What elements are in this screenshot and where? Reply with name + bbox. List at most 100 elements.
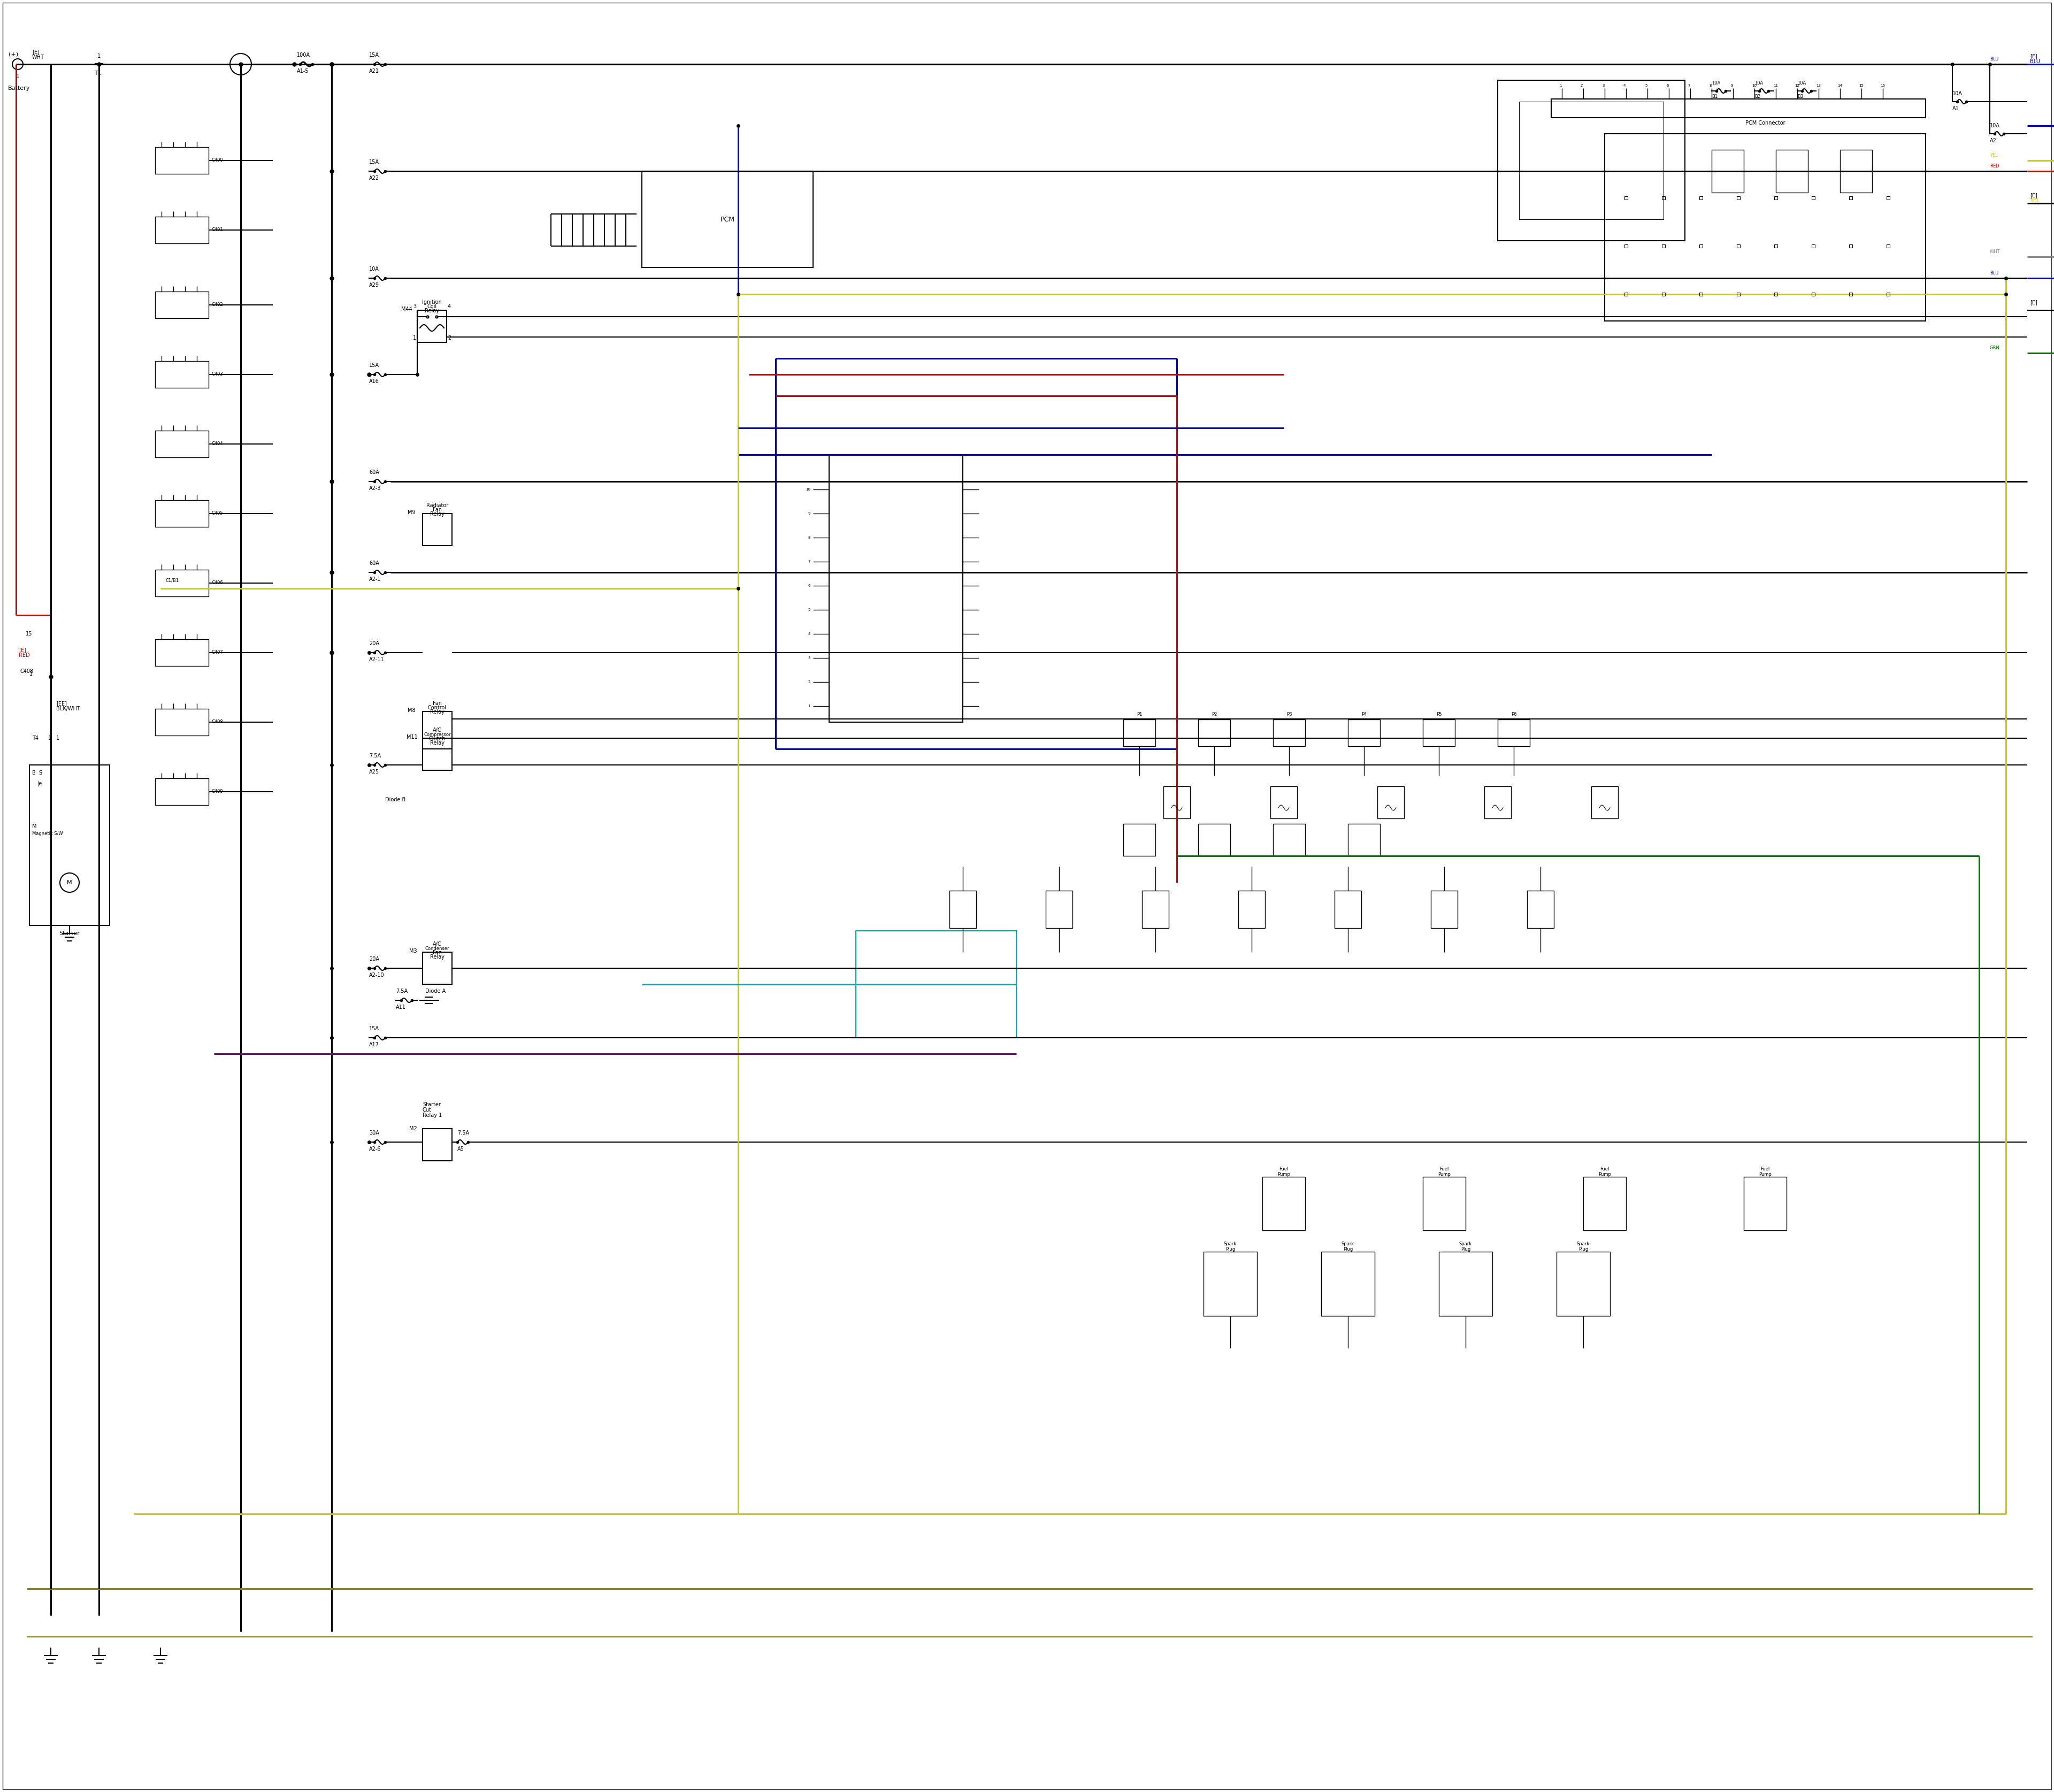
Text: 60A: 60A bbox=[370, 470, 380, 475]
Text: P2: P2 bbox=[1212, 711, 1216, 717]
Text: [E]: [E] bbox=[18, 647, 27, 652]
Text: 15A: 15A bbox=[370, 362, 380, 367]
Text: C409: C409 bbox=[212, 788, 222, 794]
Text: A/C: A/C bbox=[433, 728, 442, 733]
Bar bbox=[1197, 719, 1230, 745]
Text: Pump: Pump bbox=[1438, 1172, 1450, 1177]
Bar bbox=[830, 455, 963, 722]
Text: 9: 9 bbox=[807, 513, 811, 514]
Text: P3: P3 bbox=[1286, 711, 1292, 717]
Bar bbox=[156, 430, 210, 457]
Bar bbox=[1711, 151, 1744, 192]
Text: 11: 11 bbox=[1773, 84, 1779, 88]
Bar bbox=[156, 778, 210, 805]
Text: 5: 5 bbox=[1645, 84, 1647, 88]
Text: (+): (+) bbox=[8, 52, 18, 57]
Text: M11: M11 bbox=[407, 735, 417, 740]
Bar bbox=[1269, 787, 1298, 819]
Text: 4: 4 bbox=[807, 633, 811, 636]
Text: 10: 10 bbox=[1752, 84, 1756, 88]
Text: A22: A22 bbox=[370, 176, 380, 181]
Text: Spark: Spark bbox=[1577, 1242, 1590, 1247]
Bar bbox=[1142, 891, 1169, 928]
Text: Cut: Cut bbox=[423, 1107, 431, 1113]
Text: 20A: 20A bbox=[370, 642, 380, 647]
Text: YEL: YEL bbox=[2029, 197, 2040, 202]
Bar bbox=[1604, 134, 1927, 321]
Text: B1: B1 bbox=[1711, 95, 1717, 99]
Text: M8: M8 bbox=[407, 708, 415, 713]
Bar bbox=[1840, 151, 1871, 192]
Text: |e: |e bbox=[37, 781, 43, 787]
Text: A2-1: A2-1 bbox=[370, 577, 382, 582]
Text: 10A: 10A bbox=[370, 267, 380, 272]
Text: Pump: Pump bbox=[1278, 1172, 1290, 1177]
Bar bbox=[156, 640, 210, 667]
Text: P4: P4 bbox=[1362, 711, 1366, 717]
Text: 1: 1 bbox=[807, 704, 811, 708]
Bar bbox=[1584, 1177, 1627, 1231]
Bar bbox=[1551, 99, 1927, 118]
Text: Starter: Starter bbox=[423, 1102, 442, 1107]
Text: 10A: 10A bbox=[1754, 81, 1762, 86]
Text: C408: C408 bbox=[212, 720, 224, 724]
Text: C405: C405 bbox=[212, 511, 222, 516]
Text: B  S: B S bbox=[33, 771, 43, 776]
Text: C402: C402 bbox=[212, 303, 222, 306]
Text: 7.5A: 7.5A bbox=[458, 1131, 468, 1136]
Text: Clutch: Clutch bbox=[429, 737, 446, 742]
Text: Fan: Fan bbox=[433, 950, 442, 955]
Text: 10A: 10A bbox=[1711, 81, 1721, 86]
Text: C407: C407 bbox=[212, 650, 224, 656]
Bar bbox=[1378, 787, 1405, 819]
Text: Ignition: Ignition bbox=[423, 299, 442, 305]
Text: Fan: Fan bbox=[433, 701, 442, 706]
Text: 3: 3 bbox=[413, 305, 417, 310]
Text: A/C: A/C bbox=[433, 941, 442, 946]
Text: M: M bbox=[68, 880, 72, 885]
Text: M44: M44 bbox=[401, 306, 413, 312]
Bar bbox=[1197, 824, 1230, 857]
Bar bbox=[423, 738, 452, 771]
Bar bbox=[1347, 719, 1380, 745]
Text: 1: 1 bbox=[1559, 84, 1561, 88]
Text: Diode B: Diode B bbox=[386, 797, 405, 803]
Bar bbox=[1485, 787, 1512, 819]
Text: C404: C404 bbox=[212, 441, 222, 446]
Text: Relay: Relay bbox=[429, 740, 444, 745]
Text: Fan: Fan bbox=[433, 507, 442, 513]
Text: BLU: BLU bbox=[1990, 271, 1999, 276]
Text: 60A: 60A bbox=[370, 561, 380, 566]
Text: P5: P5 bbox=[1436, 711, 1442, 717]
Bar bbox=[1263, 1177, 1304, 1231]
Text: 7: 7 bbox=[807, 561, 811, 563]
Text: YEL: YEL bbox=[1990, 152, 1999, 158]
Text: 16: 16 bbox=[1879, 84, 1886, 88]
Text: 2: 2 bbox=[1582, 84, 1584, 88]
Text: Plug: Plug bbox=[1577, 1247, 1588, 1253]
Text: B2: B2 bbox=[1754, 95, 1760, 99]
Text: 6: 6 bbox=[1666, 84, 1668, 88]
Text: P6: P6 bbox=[1512, 711, 1516, 717]
Text: PCM: PCM bbox=[721, 215, 735, 222]
Text: Starter: Starter bbox=[60, 930, 80, 935]
Text: Relay 1: Relay 1 bbox=[423, 1113, 442, 1118]
Text: 15A: 15A bbox=[370, 52, 380, 57]
Text: Battery: Battery bbox=[8, 86, 31, 91]
Text: Compressor: Compressor bbox=[423, 733, 450, 737]
Text: [E]: [E] bbox=[2029, 192, 2038, 197]
Text: Plug: Plug bbox=[1226, 1247, 1234, 1253]
Text: WHT: WHT bbox=[33, 54, 45, 59]
Text: Pump: Pump bbox=[1758, 1172, 1771, 1177]
Bar bbox=[156, 570, 210, 597]
Bar bbox=[1440, 1253, 1493, 1315]
Bar bbox=[156, 147, 210, 174]
Bar bbox=[1423, 719, 1454, 745]
Bar bbox=[423, 952, 452, 984]
Text: A2-11: A2-11 bbox=[370, 658, 384, 663]
Bar bbox=[1744, 1177, 1787, 1231]
Text: Plug: Plug bbox=[1460, 1247, 1471, 1253]
Text: 12: 12 bbox=[1795, 84, 1799, 88]
Text: Fuel: Fuel bbox=[1280, 1167, 1288, 1172]
Text: 8: 8 bbox=[807, 536, 811, 539]
